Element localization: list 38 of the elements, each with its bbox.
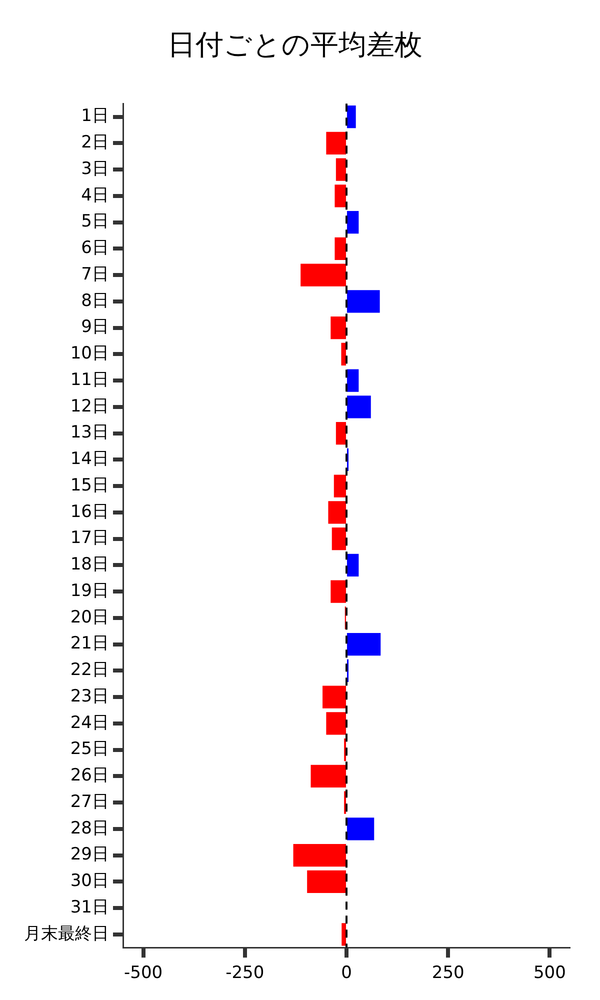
y-tick-label: 24日 bbox=[70, 712, 109, 733]
x-tick-label: 500 bbox=[533, 963, 566, 984]
y-tick-label: 16日 bbox=[70, 502, 109, 522]
y-tick-label: 3日 bbox=[81, 158, 109, 179]
y-tick-label: 4日 bbox=[81, 185, 109, 206]
y-tick-label: 10日 bbox=[70, 344, 109, 364]
x-tick-label: 250 bbox=[432, 963, 464, 984]
y-tick-label: 25日 bbox=[70, 739, 109, 760]
y-tick-label: 26日 bbox=[70, 766, 109, 786]
y-tick-label: 11日 bbox=[70, 370, 109, 390]
y-tick-label: 1日 bbox=[81, 106, 109, 126]
y-tick-label: 13日 bbox=[70, 422, 109, 443]
y-tick-label: 29日 bbox=[70, 844, 109, 865]
x-tick-label: 0 bbox=[341, 963, 352, 984]
y-tick-label: 月末最終日 bbox=[24, 924, 109, 944]
y-tick-label: 6日 bbox=[81, 238, 109, 258]
y-tick-label: 8日 bbox=[81, 290, 109, 311]
y-tick-label: 9日 bbox=[81, 317, 109, 338]
y-tick-label: 19日 bbox=[70, 580, 109, 601]
y-tick-label: 5日 bbox=[81, 212, 109, 232]
y-tick-label: 31日 bbox=[70, 897, 109, 918]
y-tick-label: 12日 bbox=[70, 396, 109, 416]
chart-title: 日付ごとの平均差枚 bbox=[168, 28, 422, 62]
y-tick-label: 20日 bbox=[70, 607, 109, 628]
x-tick-label: -250 bbox=[226, 963, 264, 984]
x-tick-label: -500 bbox=[124, 963, 163, 984]
y-tick-label: 14日 bbox=[70, 449, 109, 470]
y-tick-label: 27日 bbox=[70, 792, 109, 812]
y-tick-label: 18日 bbox=[70, 554, 109, 575]
y-tick-label: 17日 bbox=[70, 528, 109, 548]
y-tick-label: 28日 bbox=[70, 818, 109, 838]
y-tick-label: 7日 bbox=[81, 264, 109, 284]
y-tick-label: 2日 bbox=[81, 132, 109, 153]
y-tick-label: 22日 bbox=[70, 660, 109, 680]
y-tick-label: 30日 bbox=[70, 871, 109, 892]
y-tick-label: 23日 bbox=[70, 686, 109, 706]
y-tick-label: 15日 bbox=[70, 475, 109, 496]
y-tick-label: 21日 bbox=[70, 634, 109, 654]
